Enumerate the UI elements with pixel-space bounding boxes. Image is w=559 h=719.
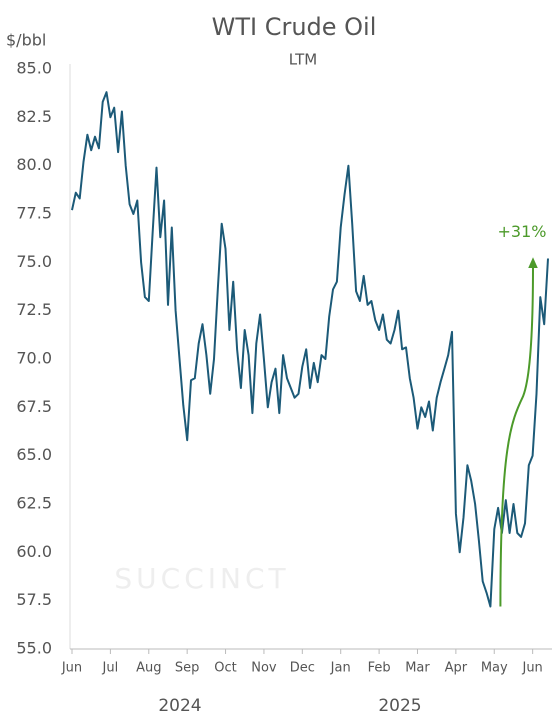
price-line [71,91,549,608]
x-tick-label: Oct [214,661,236,676]
y-tick-label: 80.0 [16,155,52,174]
x-tick-label: Jul [102,661,119,676]
y-tick-label: 55.0 [16,639,52,658]
arrow-head [528,257,538,268]
year-label: 2024 [158,696,201,716]
y-tick-label: 77.5 [16,204,52,223]
y-tick-label: 70.0 [16,349,52,368]
x-tick-label: Mar [405,661,430,676]
y-tick-label: 57.5 [16,590,52,609]
watermark: SUCCINCT [114,562,289,595]
chart-title: WTI Crude Oil [212,13,377,41]
y-tick-label: 60.0 [16,542,52,561]
change-arrow [499,266,534,607]
x-tick-label: Dec [290,661,315,676]
x-tick-label: Jun [61,661,82,676]
y-tick-label: 67.5 [16,397,52,416]
x-tick-label: Aug [136,661,161,676]
y-tick-label: 85.0 [16,59,52,78]
x-tick-label: Nov [251,661,277,676]
chart-subtitle: LTM [289,51,317,69]
x-tick-label: Jan [330,661,351,676]
y-tick-label: 62.5 [16,494,52,513]
annotation: +31% [498,222,547,241]
x-tick-label: Apr [445,661,468,676]
x-tick-label: Feb [368,661,391,676]
x-tick-label: May [481,661,508,676]
year-label: 2025 [378,696,421,716]
y-tick-label: 72.5 [16,300,52,319]
y-axis-label: $/bbl [6,31,46,50]
y-tick-label: 82.5 [16,107,52,126]
x-tick-label: Sep [175,661,200,676]
y-tick-label: 65.0 [16,445,52,464]
x-tick-label: Jun [521,661,542,676]
y-tick-label: 75.0 [16,252,52,271]
